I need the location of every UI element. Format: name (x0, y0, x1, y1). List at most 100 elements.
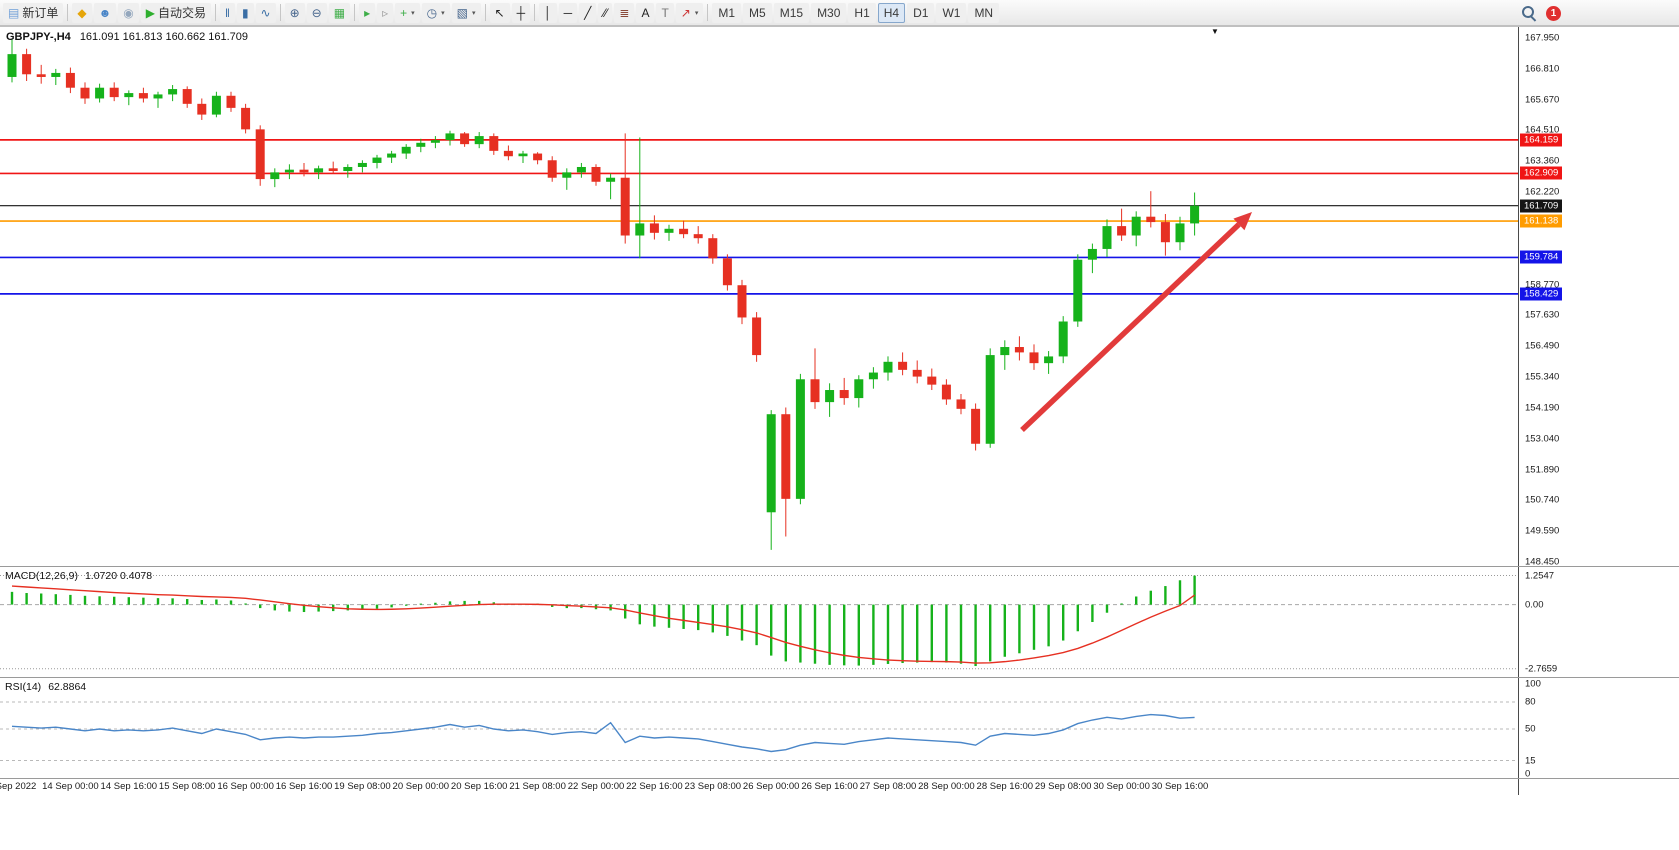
text-label-button[interactable]: T (656, 2, 674, 23)
timeframe-m1-button-label: M1 (718, 5, 736, 20)
rsi-tick-label: 15 (1525, 755, 1536, 766)
candlestick-icon: ▮ (241, 5, 249, 20)
candle-body (825, 390, 835, 403)
candle-body (168, 89, 178, 95)
time-tick-label: 26 Sep 00:00 (742, 781, 800, 792)
zoom-out-button[interactable]: ⊖ (306, 2, 327, 23)
templates-button[interactable]: ▧ ▾ (451, 2, 481, 23)
candle-body (138, 93, 148, 99)
indicators-button[interactable]: + ▾ (395, 2, 420, 23)
candle-body (576, 166, 586, 173)
timeframe-m30-button[interactable]: M30 (811, 2, 847, 23)
time-tick-label: 14 Sep 16:00 (100, 781, 158, 792)
timeframe-h1-button[interactable]: H1 (848, 2, 876, 23)
candlestick-chart-button[interactable]: ▮ (236, 2, 254, 23)
candle-body (270, 172, 280, 180)
price-badge-162.909: 162.909 (1520, 166, 1563, 180)
trendline-button[interactable]: ╱ (579, 2, 597, 23)
candle-body (606, 177, 616, 182)
toolbar-separator (279, 4, 281, 21)
vertical-line-button[interactable]: │ (539, 2, 557, 23)
community-button[interactable]: ☻ (93, 2, 117, 23)
price-axis[interactable]: 167.950 166.810 165.670 164.510 163.360 162.2… (1518, 27, 1679, 795)
candle-body (854, 379, 864, 399)
arrow-object-icon: ↗ (680, 5, 691, 20)
candle-body (679, 228, 689, 235)
macd-tick-label: 1.2547 (1525, 570, 1555, 582)
timeframe-mn-button[interactable]: MN (968, 2, 1000, 23)
timeframe-m5-button[interactable]: M5 (743, 2, 772, 23)
support-button[interactable]: ◉ (118, 2, 139, 23)
candle-body (430, 140, 440, 143)
price-tick-label: 156.490 (1525, 340, 1560, 352)
auto-scroll-button[interactable]: ▸ (359, 2, 376, 23)
crosshair-button[interactable]: ┼ (511, 2, 531, 23)
candle-body (489, 136, 499, 151)
chevron-down-icon: ▾ (411, 9, 415, 17)
time-tick-label: 15 Sep 08:00 (158, 781, 216, 792)
candle-body (241, 107, 251, 130)
candle-body (153, 94, 163, 99)
timeframe-h4-button[interactable]: H4 (877, 2, 906, 23)
candle-body (591, 166, 601, 182)
tile-windows-button[interactable]: ▦ (328, 2, 351, 23)
time-tick-label: 30 Sep 16:00 (1151, 781, 1209, 792)
toolbar-divider (0, 26, 1679, 27)
macd-values: 1.0720 0.4078 (84, 570, 153, 582)
text-button[interactable]: A (636, 2, 655, 23)
candle-body (1073, 259, 1083, 322)
candle-body (445, 133, 455, 141)
zoom-in-button[interactable]: ⊕ (284, 2, 305, 23)
fibonacci-button[interactable]: ≣ (614, 2, 635, 23)
macd-panel[interactable] (0, 567, 1518, 677)
new-order-button-label: 新订单 (22, 6, 59, 20)
timeframe-m15-button[interactable]: M15 (773, 2, 810, 23)
chevron-down-icon: ▾ (441, 9, 445, 17)
time-tick-label: 23 Sep 08:00 (684, 781, 742, 792)
channel-button[interactable]: ⁄⁄ (598, 2, 613, 23)
line-chart-button[interactable]: ∿ (255, 2, 276, 23)
search-icon[interactable] (1522, 6, 1536, 20)
time-tick-label: 20 Sep 00:00 (392, 781, 450, 792)
line-chart-icon: ∿ (260, 5, 271, 20)
panel-divider-macd-rsi[interactable] (0, 677, 1679, 678)
timeframe-d1-button[interactable]: D1 (907, 2, 935, 23)
panel-divider-main-macd[interactable] (0, 566, 1679, 567)
price-tick-label: 158.770 (1525, 279, 1560, 291)
candle-body (80, 87, 90, 99)
bar-chart-button[interactable]: ‖ (219, 2, 235, 23)
trend-arrow[interactable] (1020, 222, 1241, 432)
toolbar-right: 1 (1522, 0, 1561, 26)
candle-body (912, 369, 922, 377)
price-chart-panel[interactable] (0, 27, 1518, 567)
market-icon: ◆ (77, 5, 87, 20)
indicators-icon: + (400, 5, 408, 20)
timeframe-m1-button[interactable]: M1 (712, 2, 742, 23)
timeframe-w1-button[interactable]: W1 (936, 2, 967, 23)
rsi-panel[interactable] (0, 678, 1518, 778)
candle-body (693, 234, 703, 239)
periods-button[interactable]: ◷ ▾ (421, 2, 450, 23)
cursor-icon: ↖ (494, 5, 505, 20)
arrows-button[interactable]: ↗ ▾ (675, 2, 704, 23)
notification-badge[interactable]: 1 (1546, 5, 1561, 21)
market-button[interactable]: ◆ (72, 2, 92, 23)
trend-arrow-head[interactable] (1233, 212, 1252, 231)
horizontal-line-icon: ─ (563, 5, 573, 20)
new-order-button[interactable]: ▤ 新订单 (3, 2, 64, 23)
price-badge-161.138: 161.138 (1520, 214, 1563, 228)
auto-trading-button[interactable]: ▶ 自动交易 (140, 2, 211, 23)
macd-name: MACD(12,26,9) (5, 570, 78, 582)
candle-body (781, 414, 791, 499)
latest-bar-marker[interactable]: ▼ (1211, 27, 1219, 36)
cursor-button[interactable]: ↖ (489, 2, 510, 23)
zoom-in-icon: ⊕ (289, 5, 300, 20)
candle-body (211, 95, 221, 115)
price-tick-label: 153.040 (1525, 433, 1560, 445)
time-tick-label: 29 Sep 08:00 (1034, 781, 1092, 792)
horizontal-line-button[interactable]: ─ (558, 2, 578, 23)
price-tick-label: 154.190 (1525, 402, 1560, 414)
chart-shift-button[interactable]: ▹ (377, 2, 394, 23)
candle-body (868, 372, 878, 380)
